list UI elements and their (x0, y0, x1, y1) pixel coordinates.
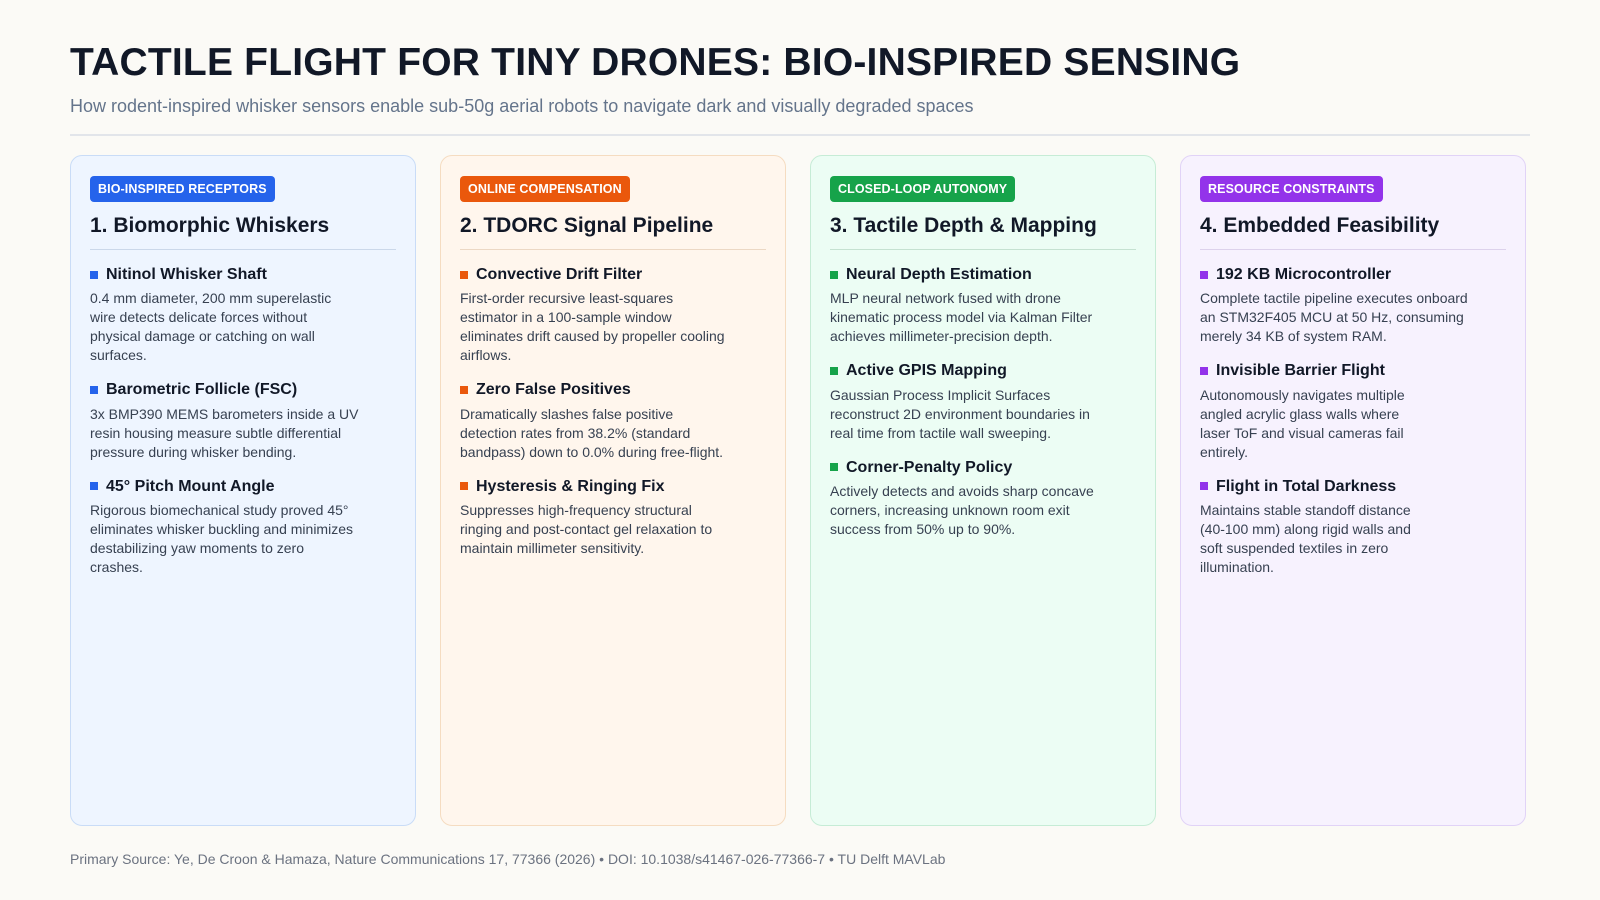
column-tag: ONLINE COMPENSATION (460, 176, 630, 202)
column-tag: CLOSED-LOOP AUTONOMY (830, 176, 1016, 202)
feature-item: Zero False Positives Dramatically slashe… (460, 380, 766, 461)
feature-heading: Zero False Positives (476, 381, 631, 399)
square-bullet-icon (830, 463, 838, 472)
column-divider (90, 249, 396, 251)
feature-description: Suppresses high-frequency structural rin… (460, 501, 713, 556)
feature-description: Rigorous biomechanical study proved 45° … (90, 501, 353, 575)
feature-description: Dramatically slashes false positive dete… (460, 405, 724, 460)
feature-description: Autonomously navigates multiple angled a… (1200, 386, 1405, 460)
column-title: 3. Tactile Depth & Mapping (830, 214, 1097, 237)
feature-heading: Corner-Penalty Policy (846, 458, 1013, 476)
feature-item: Neural Depth Estimation MLP neural netwo… (830, 265, 1136, 346)
column-tag: BIO-INSPIRED RECEPTORS (90, 176, 275, 202)
header-divider (70, 134, 1530, 137)
feature-heading: Active GPIS Mapping (846, 362, 1007, 380)
feature-heading: Hysteresis & Ringing Fix (476, 477, 665, 495)
feature-item: Nitinol Whisker Shaft 0.4 mm diameter, 2… (90, 265, 396, 365)
square-bullet-icon (90, 270, 98, 279)
column-divider (830, 249, 1136, 251)
feature-description: Maintains stable standoff distance (40-1… (1200, 501, 1411, 575)
square-bullet-icon (830, 270, 838, 279)
feature-heading-row: Zero False Positives (460, 380, 766, 399)
feature-item: Barometric Follicle (FSC) 3x BMP390 MEMS… (90, 380, 396, 461)
column-title: 1. Biomorphic Whiskers (90, 214, 330, 237)
square-bullet-icon (1200, 366, 1208, 375)
column-tactile-depth-mapping: CLOSED-LOOP AUTONOMY 3. Tactile Depth & … (810, 155, 1156, 826)
square-bullet-icon (830, 366, 838, 375)
square-bullet-icon (1200, 270, 1208, 279)
column-title: 4. Embedded Feasibility (1200, 214, 1440, 237)
feature-item: Invisible Barrier Flight Autonomously na… (1200, 361, 1506, 461)
feature-description: 0.4 mm diameter, 200 mm superelastic wir… (90, 290, 332, 364)
feature-heading-row: Corner-Penalty Policy (830, 458, 1136, 477)
feature-item: 192 KB Microcontroller Complete tactile … (1200, 265, 1506, 346)
column-divider (460, 249, 766, 251)
feature-item: Convective Drift Filter First-order recu… (460, 265, 766, 365)
column-embedded-feasibility: RESOURCE CONSTRAINTS 4. Embedded Feasibi… (1180, 155, 1526, 826)
columns-container: BIO-INSPIRED RECEPTORS 1. Biomorphic Whi… (70, 155, 1526, 826)
column-biomorphic-whiskers: BIO-INSPIRED RECEPTORS 1. Biomorphic Whi… (70, 155, 416, 826)
column-divider (1200, 249, 1506, 251)
feature-item: Corner-Penalty Policy Actively detects a… (830, 458, 1136, 539)
feature-heading-row: Hysteresis & Ringing Fix (460, 477, 766, 496)
square-bullet-icon (460, 482, 468, 491)
square-bullet-icon (460, 385, 468, 394)
feature-heading-row: Nitinol Whisker Shaft (90, 265, 396, 284)
square-bullet-icon (460, 270, 468, 279)
feature-description: MLP neural network fused with drone kine… (830, 290, 1093, 345)
page-subtitle: How rodent-inspired whisker sensors enab… (70, 95, 974, 116)
feature-heading-row: Barometric Follicle (FSC) (90, 380, 396, 399)
feature-item: Active GPIS Mapping Gaussian Process Imp… (830, 361, 1136, 442)
column-tag: RESOURCE CONSTRAINTS (1200, 176, 1383, 202)
feature-heading-row: Convective Drift Filter (460, 265, 766, 284)
feature-heading: Invisible Barrier Flight (1216, 362, 1385, 380)
feature-heading-row: Flight in Total Darkness (1200, 477, 1506, 496)
feature-heading: 45° Pitch Mount Angle (106, 477, 275, 495)
feature-heading-row: Neural Depth Estimation (830, 265, 1136, 284)
feature-item: 45° Pitch Mount Angle Rigorous biomechan… (90, 477, 396, 577)
feature-description: First-order recursive least-squares esti… (460, 290, 725, 364)
feature-heading: Neural Depth Estimation (846, 266, 1032, 284)
feature-heading: Barometric Follicle (FSC) (106, 381, 298, 399)
feature-item: Flight in Total Darkness Maintains stabl… (1200, 477, 1506, 577)
feature-item: Hysteresis & Ringing Fix Suppresses high… (460, 477, 766, 558)
feature-description: 3x BMP390 MEMS barometers inside a UV re… (90, 405, 359, 460)
feature-description: Complete tactile pipeline executes onboa… (1200, 290, 1468, 345)
feature-heading-row: 45° Pitch Mount Angle (90, 477, 396, 496)
feature-heading: 192 KB Microcontroller (1216, 266, 1392, 284)
feature-heading-row: Invisible Barrier Flight (1200, 361, 1506, 380)
page-title: TACTILE FLIGHT FOR TINY DRONES: BIO-INSP… (70, 41, 1241, 84)
source-citation: Primary Source: Ye, De Croon & Hamaza, N… (70, 851, 946, 867)
column-title: 2. TDORC Signal Pipeline (460, 214, 714, 237)
column-tdorc-pipeline: ONLINE COMPENSATION 2. TDORC Signal Pipe… (440, 155, 786, 826)
feature-heading-row: 192 KB Microcontroller (1200, 265, 1506, 284)
feature-heading: Flight in Total Darkness (1216, 477, 1397, 495)
feature-heading: Convective Drift Filter (476, 266, 643, 284)
feature-heading-row: Active GPIS Mapping (830, 361, 1136, 380)
feature-heading: Nitinol Whisker Shaft (106, 266, 267, 284)
square-bullet-icon (90, 482, 98, 491)
feature-description: Gaussian Process Implicit Surfaces recon… (830, 386, 1090, 441)
feature-description: Actively detects and avoids sharp concav… (830, 482, 1094, 537)
square-bullet-icon (1200, 482, 1208, 491)
square-bullet-icon (90, 385, 98, 394)
